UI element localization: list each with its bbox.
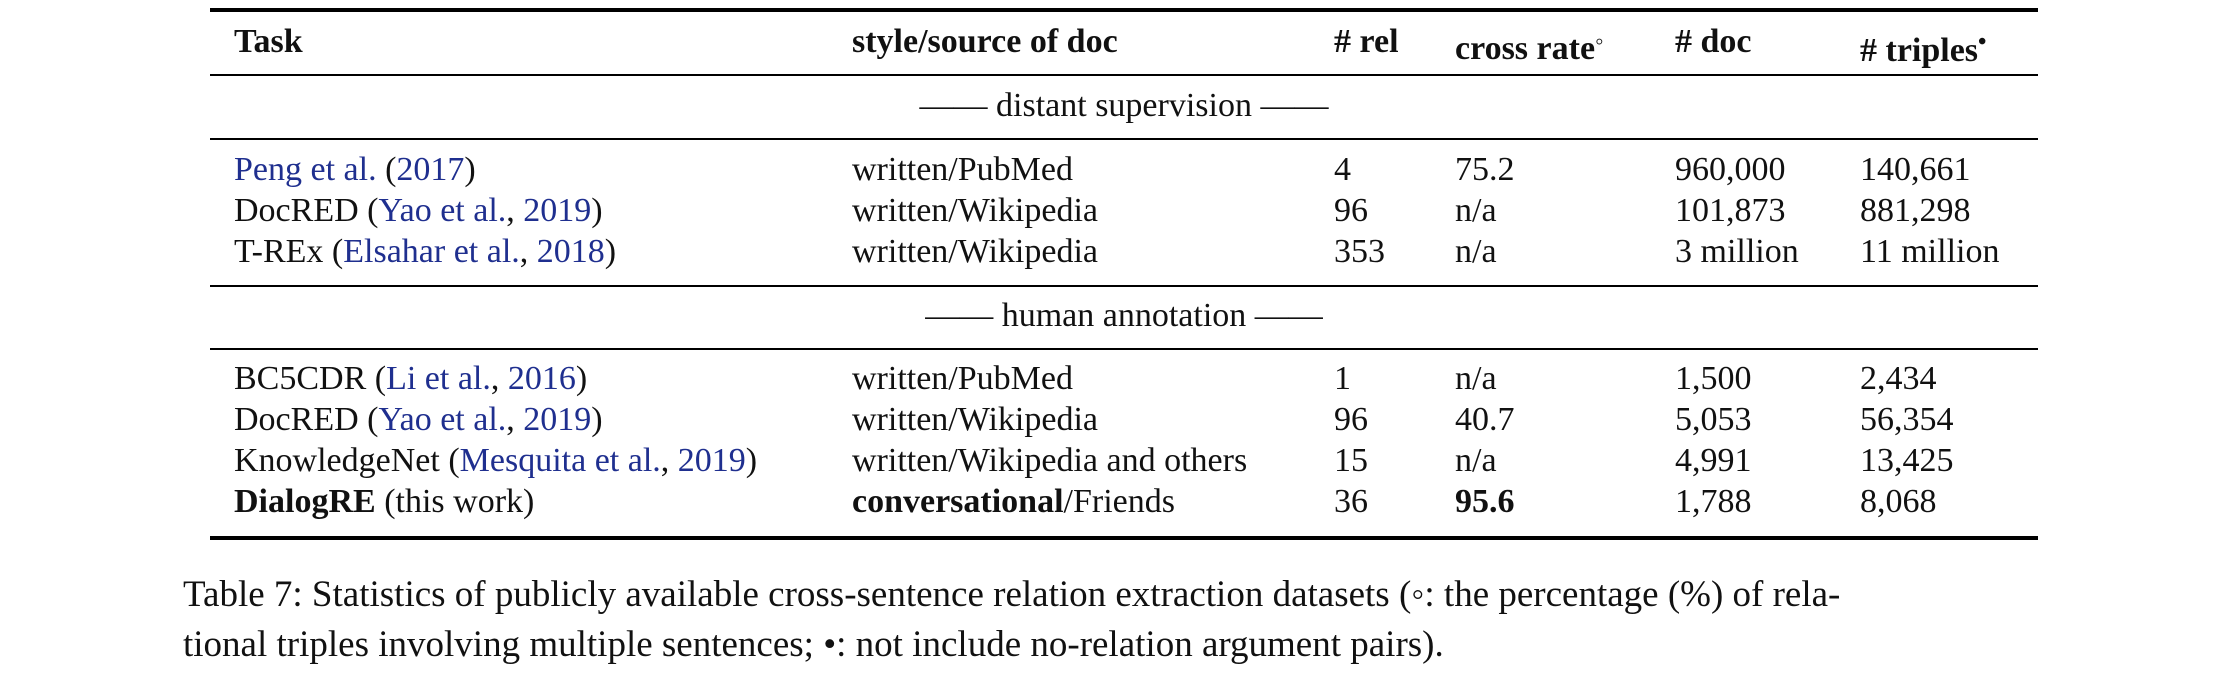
cell-doc: 960,000 — [1675, 151, 1786, 188]
cell-task: Peng et al. (2017) — [234, 151, 476, 188]
cell-doc: 3 million — [1675, 233, 1799, 270]
caption-line-2: tional triples involving multiple senten… — [183, 624, 1444, 665]
cell-style: written/PubMed — [852, 151, 1073, 188]
cell-style: written/Wikipedia — [852, 401, 1099, 438]
caption-line-1: Table 7: Statistics of publicly availabl… — [183, 574, 1841, 615]
section-rule-distant — [210, 138, 2038, 140]
cell-cross-rate: 95.6 — [1455, 483, 1515, 520]
section-label-distant: —— distant supervision —— — [919, 87, 1329, 124]
cell-cross-rate: 75.2 — [1455, 151, 1515, 188]
citation-link[interactable]: Li et al. — [386, 360, 491, 397]
cell-triples: 881,298 — [1860, 192, 1971, 229]
section-divider-rule — [210, 285, 2038, 287]
header-rule — [210, 74, 2038, 76]
cell-triples: 8,068 — [1860, 483, 1937, 520]
cell-triples: 140,661 — [1860, 151, 1971, 188]
cell-cross-rate: 40.7 — [1455, 401, 1515, 438]
cell-triples: 56,354 — [1860, 401, 1954, 438]
dataset-name-bold: DialogRE — [234, 483, 376, 520]
cell-rel: 96 — [1334, 401, 1368, 438]
citation-link[interactable]: Peng et al. — [234, 151, 377, 188]
cell-triples: 2,434 — [1860, 360, 1937, 397]
cell-style: written/Wikipedia — [852, 233, 1099, 270]
cell-task: DocRED (Yao et al., 2019) — [234, 401, 603, 438]
cell-rel: 353 — [1334, 233, 1385, 270]
cell-style: written/PubMed — [852, 360, 1073, 397]
citation-year-link[interactable]: 2018 — [536, 233, 605, 270]
citation-link[interactable]: Yao et al. — [378, 192, 507, 229]
cell-style: conversational/Friends — [852, 483, 1175, 520]
cell-cross-rate: n/a — [1455, 360, 1497, 397]
cell-style: written/Wikipedia and others — [852, 442, 1248, 479]
cell-rel: 96 — [1334, 192, 1368, 229]
citation-link[interactable]: Elsahar et al. — [343, 233, 520, 270]
citation-year-link[interactable]: 2019 — [523, 401, 592, 438]
citation-year-link[interactable]: 2016 — [507, 360, 576, 397]
cell-task: DocRED (Yao et al., 2019) — [234, 192, 603, 229]
citation-year-link[interactable]: 2019 — [523, 192, 592, 229]
table-top-rule — [210, 8, 2038, 12]
header-rel: # rel — [1334, 23, 1399, 60]
header-triples: # triples• — [1860, 29, 1987, 69]
cell-doc: 1,788 — [1675, 483, 1752, 520]
table-caption: Table 7: Statistics of publicly availabl… — [183, 570, 2083, 670]
cell-style: written/Wikipedia — [852, 192, 1099, 229]
header-style: style/source of doc — [852, 23, 1118, 60]
cell-cross-rate: n/a — [1455, 192, 1497, 229]
citation-link[interactable]: Yao et al. — [378, 401, 507, 438]
cell-doc: 101,873 — [1675, 192, 1786, 229]
cell-task: DialogRE (this work) — [234, 483, 535, 520]
cell-rel: 15 — [1334, 442, 1368, 479]
cell-task: T-REx (Elsahar et al., 2018) — [234, 233, 617, 270]
cell-triples: 11 million — [1860, 233, 2000, 270]
cell-rel: 1 — [1334, 360, 1351, 397]
section-rule-human — [210, 348, 2038, 350]
cell-rel: 36 — [1334, 483, 1368, 520]
citation-year-link[interactable]: 2019 — [677, 442, 746, 479]
cell-rel: 4 — [1334, 151, 1351, 188]
cell-doc: 4,991 — [1675, 442, 1752, 479]
header-cross-rate: cross rate◦ — [1455, 29, 1604, 67]
cell-task: BC5CDR (Li et al., 2016) — [234, 360, 588, 397]
table-bottom-rule — [210, 536, 2038, 540]
cell-doc: 1,500 — [1675, 360, 1752, 397]
cell-cross-rate: n/a — [1455, 442, 1497, 479]
cell-triples: 13,425 — [1860, 442, 1954, 479]
citation-link[interactable]: Mesquita et al. — [459, 442, 661, 479]
style-bold: conversational — [852, 483, 1064, 520]
cell-doc: 5,053 — [1675, 401, 1752, 438]
cell-task: KnowledgeNet (Mesquita et al., 2019) — [234, 442, 758, 479]
cell-cross-rate: n/a — [1455, 233, 1497, 270]
triples-mark: • — [1978, 29, 1987, 55]
citation-year-link[interactable]: 2017 — [396, 151, 465, 188]
section-label-human: —— human annotation —— — [925, 297, 1323, 334]
header-doc: # doc — [1675, 23, 1752, 60]
cross-rate-mark: ◦ — [1595, 29, 1604, 55]
header-task: Task — [234, 23, 303, 60]
